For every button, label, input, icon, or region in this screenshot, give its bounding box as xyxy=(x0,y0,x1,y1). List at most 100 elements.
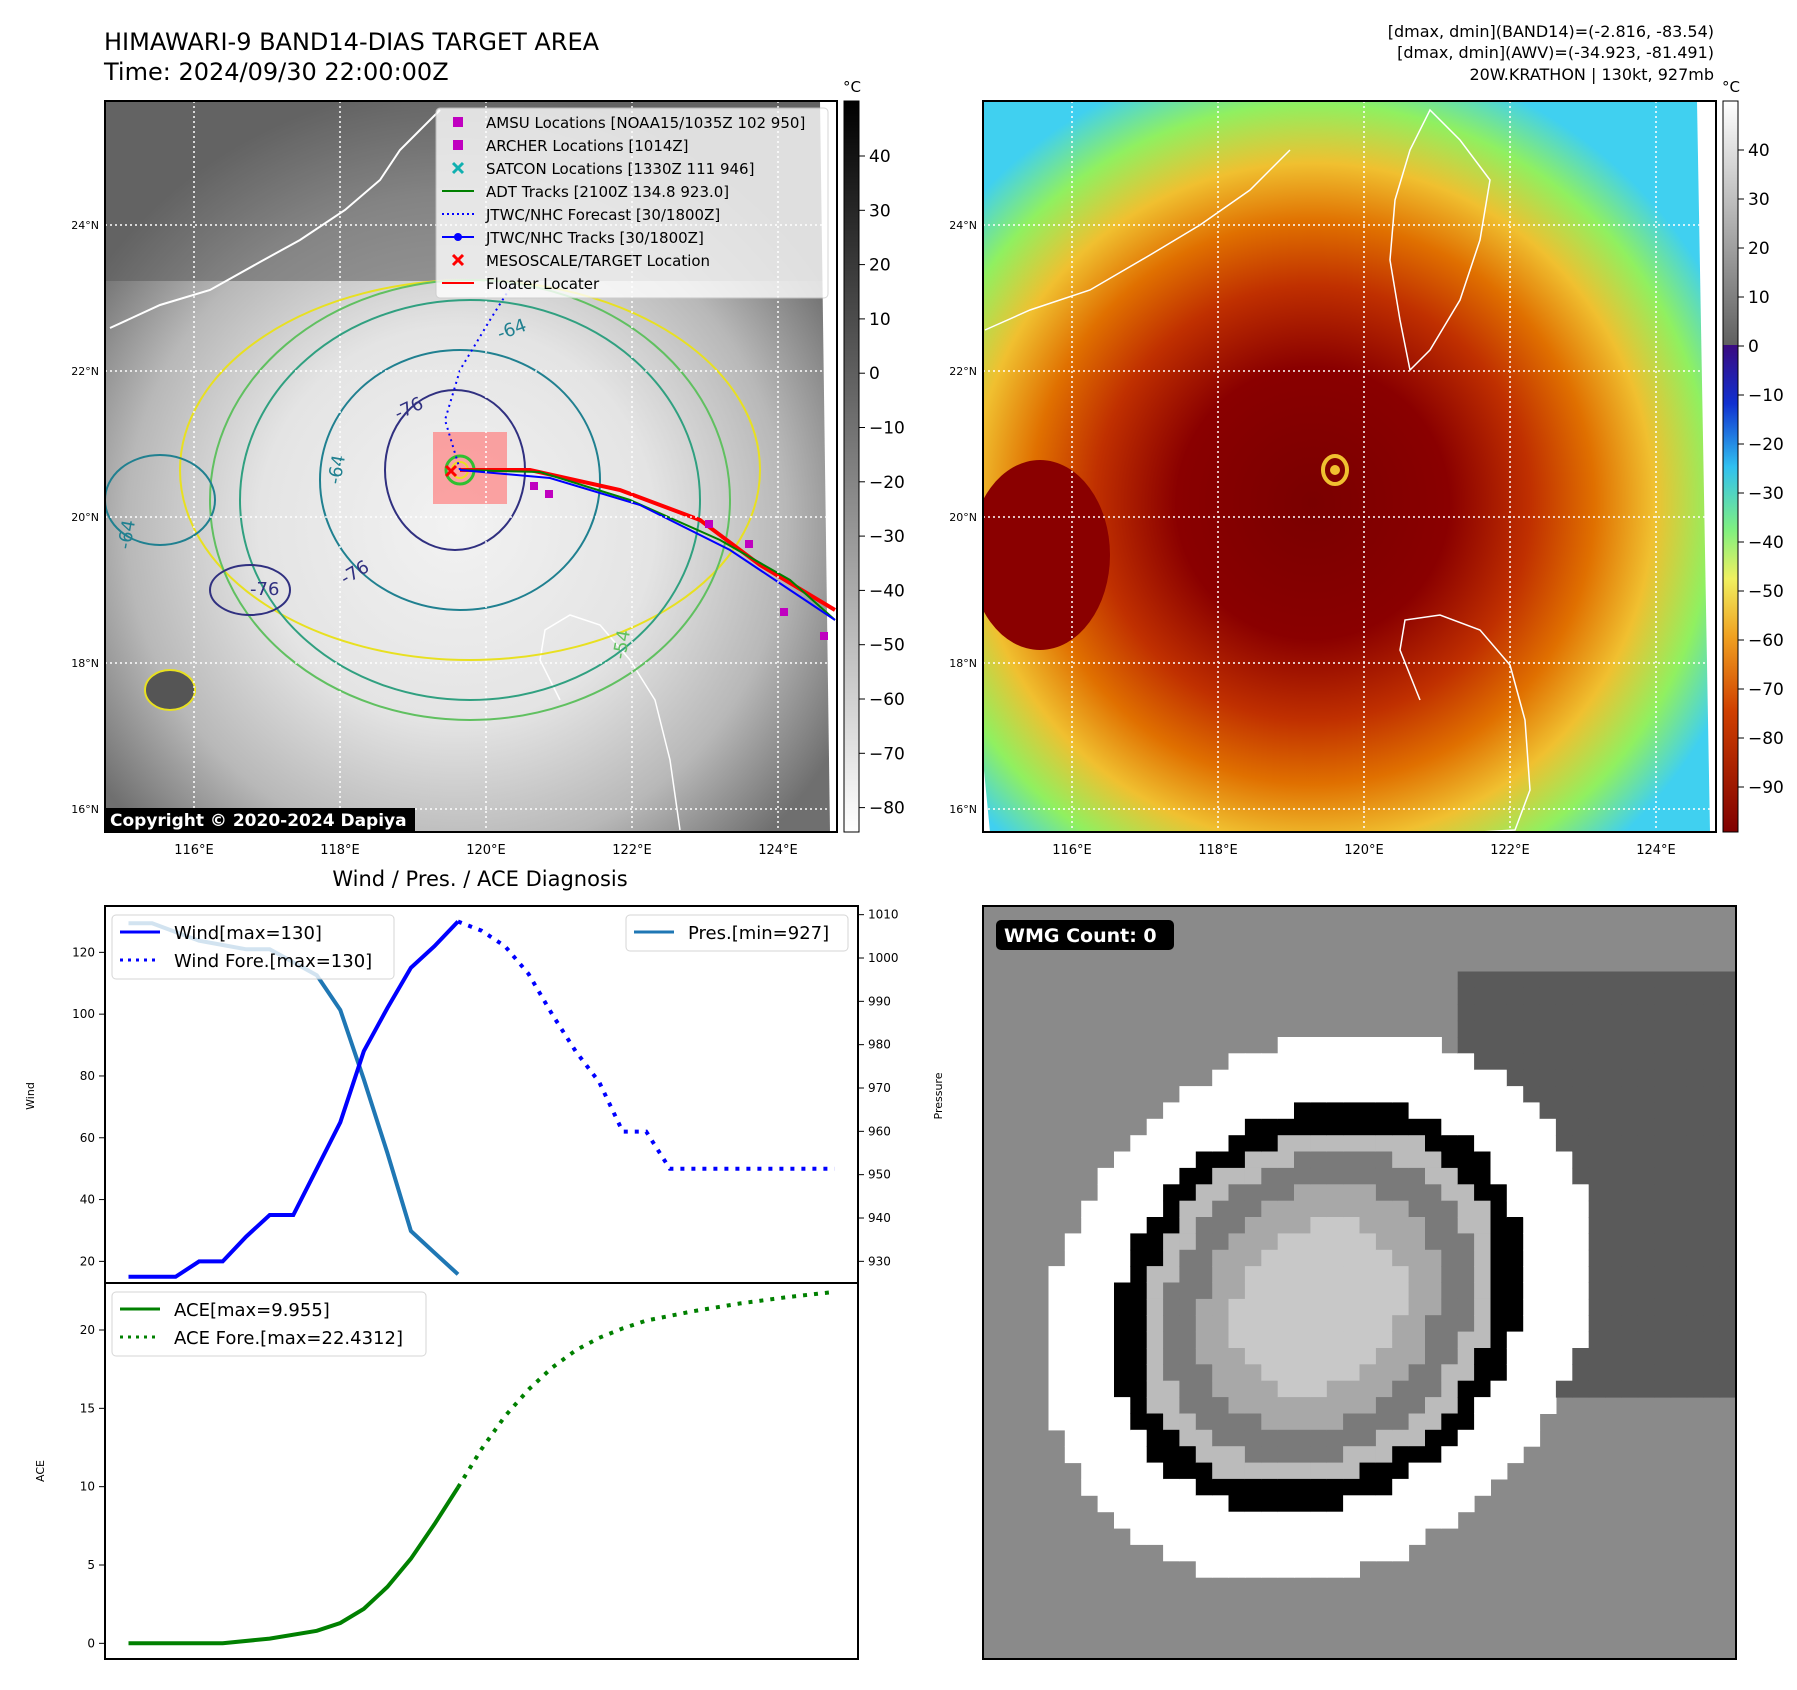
wmg-pixel xyxy=(1490,1282,1508,1300)
wmg-pixel xyxy=(1719,1069,1737,1087)
wmg-pixel xyxy=(1195,1151,1213,1169)
wmg-pixel xyxy=(1523,1102,1541,1120)
wmg-pixel xyxy=(1212,1217,1230,1234)
wmg-pixel xyxy=(1277,1429,1295,1447)
wmg-pixel xyxy=(1228,1249,1246,1267)
wmg-count-label: WMG Count: 0 xyxy=(1004,925,1157,947)
wmg-pixel xyxy=(1261,1544,1279,1562)
wmg-pixel xyxy=(1359,1200,1377,1218)
wmg-pixel xyxy=(1392,1331,1410,1349)
wmg-pixel xyxy=(1670,1249,1688,1267)
wmg-pixel xyxy=(1719,1167,1737,1185)
wmg-pixel xyxy=(1261,1298,1279,1316)
wind-legend: Wind[max=130] Wind Fore.[max=130] xyxy=(111,914,395,980)
wmg-pixel xyxy=(1408,1069,1426,1087)
wmg-pixel xyxy=(1490,1151,1508,1169)
wmg-pixel xyxy=(1572,1167,1590,1185)
wmg-pixel xyxy=(1228,1184,1246,1202)
wmg-pixel xyxy=(1114,1249,1131,1267)
wmg-pixel xyxy=(1490,1102,1508,1120)
wmg-pixel xyxy=(1359,1037,1377,1054)
lat-tick-label: 20°N xyxy=(949,511,977,524)
wmg-pixel xyxy=(1261,1233,1279,1251)
wmg-pixel xyxy=(1490,1200,1508,1218)
wmg-pixel xyxy=(1359,1151,1377,1169)
wmg-pixel xyxy=(1506,1069,1524,1087)
wmg-pixel xyxy=(1244,1528,1262,1545)
wmg-pixel xyxy=(1212,1446,1230,1464)
wmg-pixel xyxy=(1195,1478,1213,1496)
wmg-pixel xyxy=(1719,987,1737,1005)
wmg-pixel xyxy=(1506,1184,1524,1202)
wmg-pixel xyxy=(1326,1348,1344,1365)
wmg-pixel xyxy=(1637,1135,1655,1153)
y-tick-label: 960 xyxy=(868,1124,891,1138)
wmg-pixel xyxy=(1637,1102,1655,1120)
wmg-pixel xyxy=(1375,1266,1393,1283)
wmg-pixel xyxy=(1261,1478,1279,1496)
wmg-pixel xyxy=(1163,1249,1180,1267)
wmg-pixel xyxy=(1523,1233,1541,1251)
wmg-pixel xyxy=(1408,1118,1426,1136)
wmg-pixel xyxy=(1048,1266,1066,1283)
wmg-pixel xyxy=(1719,1135,1737,1153)
wmg-pixel xyxy=(1064,1380,1082,1398)
wmg-pixel xyxy=(1408,1397,1426,1414)
wmg-pixel xyxy=(1637,1298,1655,1316)
wmg-pixel xyxy=(1146,1298,1164,1316)
wmg-pixel xyxy=(1326,1560,1344,1578)
wmg-pixel xyxy=(1523,1118,1541,1136)
wmg-pixel xyxy=(1326,1413,1344,1431)
wmg-pixel xyxy=(1441,1282,1459,1300)
wmg-pixel xyxy=(1686,1004,1704,1022)
wmg-pixel xyxy=(1392,1282,1410,1300)
wmg-pixel xyxy=(1228,1429,1246,1447)
wmg-pixel xyxy=(1654,1004,1672,1022)
wmg-pixel xyxy=(1343,1200,1360,1218)
wmg-pixel xyxy=(1490,1037,1508,1054)
wmg-pixel xyxy=(1408,1315,1426,1333)
wmg-pixel xyxy=(1670,1331,1688,1349)
wmg-pixel xyxy=(1408,1495,1426,1513)
wmg-pixel xyxy=(1130,1397,1148,1414)
wmg-pixel xyxy=(1228,1478,1246,1496)
wmg-pixel xyxy=(1408,1200,1426,1218)
wmg-pixel xyxy=(1130,1200,1148,1218)
wmg-pixel xyxy=(1506,1020,1524,1038)
wmg-pixel xyxy=(1310,1135,1328,1153)
wmg-pixel xyxy=(1719,1200,1737,1218)
wmg-pixel xyxy=(1686,1118,1704,1136)
wmg-pixel xyxy=(1326,1200,1344,1218)
stats-line3: 20W.KRATHON | 130kt, 927mb xyxy=(1469,65,1714,84)
wmg-pixel xyxy=(1474,1200,1491,1218)
wmg-pixel xyxy=(1555,971,1573,989)
wmg-pixel xyxy=(1703,1380,1721,1398)
wmg-pixel xyxy=(1490,1364,1508,1382)
wmg-pixel xyxy=(1474,1167,1491,1185)
wmg-pixel xyxy=(1474,1184,1491,1202)
wmg-pixel xyxy=(1457,1462,1475,1480)
wmg-pixel xyxy=(1228,1233,1246,1251)
wmg-pixel xyxy=(1130,1233,1148,1251)
wmg-pixel xyxy=(1686,1217,1704,1234)
wmg-pixel xyxy=(1719,1102,1737,1120)
wmg-pixel xyxy=(1375,1544,1393,1562)
wmg-pixel xyxy=(1310,1086,1328,1103)
wmg-pixel xyxy=(1097,1429,1115,1447)
colorbar-tick-label: −10 xyxy=(1748,386,1784,406)
wmg-pixel xyxy=(1408,1413,1426,1431)
legend-entry: SATCON Locations [1330Z 111 946] xyxy=(451,160,754,178)
wmg-pixel xyxy=(1310,1151,1328,1169)
wmg-pixel xyxy=(1555,1004,1573,1022)
wmg-pixel xyxy=(1244,1086,1262,1103)
wmg-pixel xyxy=(1588,971,1606,989)
legend-wind-fore: Wind Fore.[max=130] xyxy=(174,951,372,972)
wmg-pixel xyxy=(1326,1298,1344,1316)
wmg-pixel xyxy=(1375,1053,1393,1071)
wmg-pixel xyxy=(1163,1364,1180,1382)
wmg-pixel xyxy=(1555,1200,1573,1218)
wmg-pixel xyxy=(1277,1364,1295,1382)
wmg-pixel xyxy=(1114,1315,1131,1333)
wmg-pixel xyxy=(1490,1446,1508,1464)
series-line xyxy=(128,1486,460,1646)
